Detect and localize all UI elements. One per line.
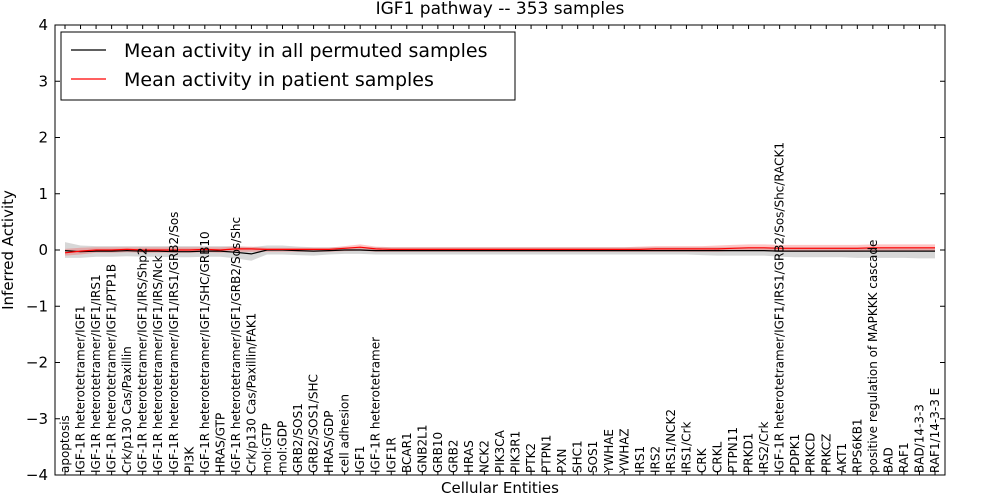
x-tick-label: IRS2 bbox=[648, 446, 662, 473]
y-tick-label: 1 bbox=[38, 185, 48, 203]
x-tick-label: IGF-1R heterotetramer/IGF1/SHC/GRB10 bbox=[198, 231, 212, 473]
x-tick-label: Crk/p130 Cas/Paxillin/FAK1 bbox=[244, 313, 258, 473]
x-tick-label: PTPN1 bbox=[540, 435, 554, 473]
x-tick-label: PRKD1 bbox=[742, 433, 756, 473]
x-tick-label: mol:GDP bbox=[276, 421, 290, 473]
x-tick-label: GRB2/SOS1/SHC bbox=[307, 374, 321, 473]
x-tick-label: IRS1 bbox=[633, 446, 647, 473]
x-tick-label: HRAS/GDP bbox=[322, 410, 336, 473]
x-tick-label: CRKL bbox=[711, 441, 725, 473]
x-tick-label: IRS1/NCK2 bbox=[664, 409, 678, 473]
series-lines bbox=[64, 246, 935, 255]
x-tick-label: HRAS/GTP bbox=[213, 413, 227, 473]
band-1 bbox=[65, 242, 935, 261]
series-line-1 bbox=[64, 249, 935, 255]
x-tick-label: PRKCZ bbox=[819, 434, 833, 473]
x-tick-label: RAF1 bbox=[897, 442, 911, 473]
x-tick-label: HRAS bbox=[462, 440, 476, 473]
x-tick-label: CRK bbox=[695, 447, 709, 473]
x-tick-label: IGF-1R heterotetramer/IGF1/IRS1 bbox=[89, 274, 103, 473]
x-axis-label: Cellular Entities bbox=[441, 479, 559, 497]
legend-box bbox=[60, 31, 516, 101]
x-tick-label: IRS2/Crk bbox=[757, 422, 771, 473]
legend-label-1: Mean activity in all permuted samples bbox=[124, 40, 487, 62]
x-tick-label: RPS6KB1 bbox=[850, 418, 864, 473]
series-line-2 bbox=[64, 246, 935, 254]
x-tick-label: NCK2 bbox=[478, 440, 492, 473]
x-tick-label: BAD bbox=[881, 447, 895, 473]
x-tick-label: GNB2L1 bbox=[415, 425, 429, 473]
x-tick-label: GRB2/SOS1 bbox=[291, 403, 305, 473]
x-tick-label: IGF-1R heterotetramer/IGF1/GRB2/Sos/Shc bbox=[229, 217, 243, 473]
y-tick-label: 2 bbox=[38, 129, 48, 147]
x-tick-label: IGF-1R heterotetramer/IGF1/IRS1/GRB2/Sos bbox=[167, 212, 181, 473]
y-tick-label: 0 bbox=[38, 241, 48, 259]
x-tick-label: BCAR1 bbox=[400, 432, 414, 473]
x-tick-label: IGF-1R heterotetramer/IGF1/IRS/Nck bbox=[151, 255, 165, 473]
y-tick-label: −2 bbox=[26, 354, 48, 372]
x-tick-label: RAF1/14-3-3 E bbox=[928, 388, 942, 473]
x-tick-label: AKT1 bbox=[835, 443, 849, 473]
x-tick-label: PXN bbox=[555, 449, 569, 473]
y-tick-label: −3 bbox=[26, 410, 48, 428]
x-tick-label: PTK2 bbox=[524, 443, 538, 473]
chart-title: IGF1 pathway -- 353 samples bbox=[376, 0, 625, 19]
x-tick-label: IGF-1R heterotetramer/IGF1/IRS/Shp2 bbox=[136, 247, 150, 473]
x-tick-label: PIK3CA bbox=[493, 429, 507, 473]
x-tick-label: GRB10 bbox=[431, 432, 445, 473]
y-axis-label: Inferred Activity bbox=[0, 190, 17, 310]
x-tick-label: IGF-1R heterotetramer bbox=[369, 337, 383, 473]
x-tick-label: IGF1R bbox=[384, 437, 398, 473]
x-tick-label: SOS1 bbox=[586, 441, 600, 473]
x-tick-label: Crk/p130 Cas/Paxillin bbox=[120, 346, 134, 473]
x-tick-label: IGF-1R heterotetramer/IGF1/IRS1/GRB2/Sos… bbox=[773, 142, 787, 473]
legend: Mean activity in all permuted samples Mea… bbox=[60, 31, 516, 101]
x-tick-label: IGF-1R heterotetramer/IGF1 bbox=[74, 306, 88, 473]
x-tick-label: PI3K bbox=[182, 446, 196, 473]
x-tick-label: YWHAZ bbox=[617, 428, 631, 474]
x-tick-label: positive regulation of MAPKKK cascade bbox=[866, 240, 880, 473]
x-tick-label: IGF-1R heterotetramer/IGF1/PTP1B bbox=[105, 264, 119, 473]
y-tick-label: −1 bbox=[26, 297, 48, 315]
x-tick-label: PRKCD bbox=[804, 433, 818, 473]
x-tick-label: mol:GTP bbox=[260, 423, 274, 473]
x-tick-label: SHC1 bbox=[571, 440, 585, 473]
x-tick-label: apoptosis bbox=[58, 415, 72, 473]
x-tick-label: YWHAE bbox=[602, 429, 616, 474]
y-tick-label: −4 bbox=[26, 466, 48, 484]
x-tick-label: IRS1/Crk bbox=[679, 422, 693, 473]
y-tick-label: 4 bbox=[38, 16, 48, 34]
x-tick-label: cell adhesion bbox=[338, 394, 352, 473]
legend-label-2: Mean activity in patient samples bbox=[124, 69, 434, 91]
y-tick-label: 3 bbox=[38, 72, 48, 90]
x-tick-label: BAD/14-3-3 bbox=[913, 404, 927, 473]
x-tick-label: PDPK1 bbox=[788, 434, 802, 473]
x-tick-label: PIK3R1 bbox=[509, 431, 523, 473]
x-tick-label: GRB2 bbox=[446, 439, 460, 473]
x-tick-label: PTPN11 bbox=[726, 427, 740, 473]
x-tick-label: IGF1 bbox=[353, 446, 367, 473]
